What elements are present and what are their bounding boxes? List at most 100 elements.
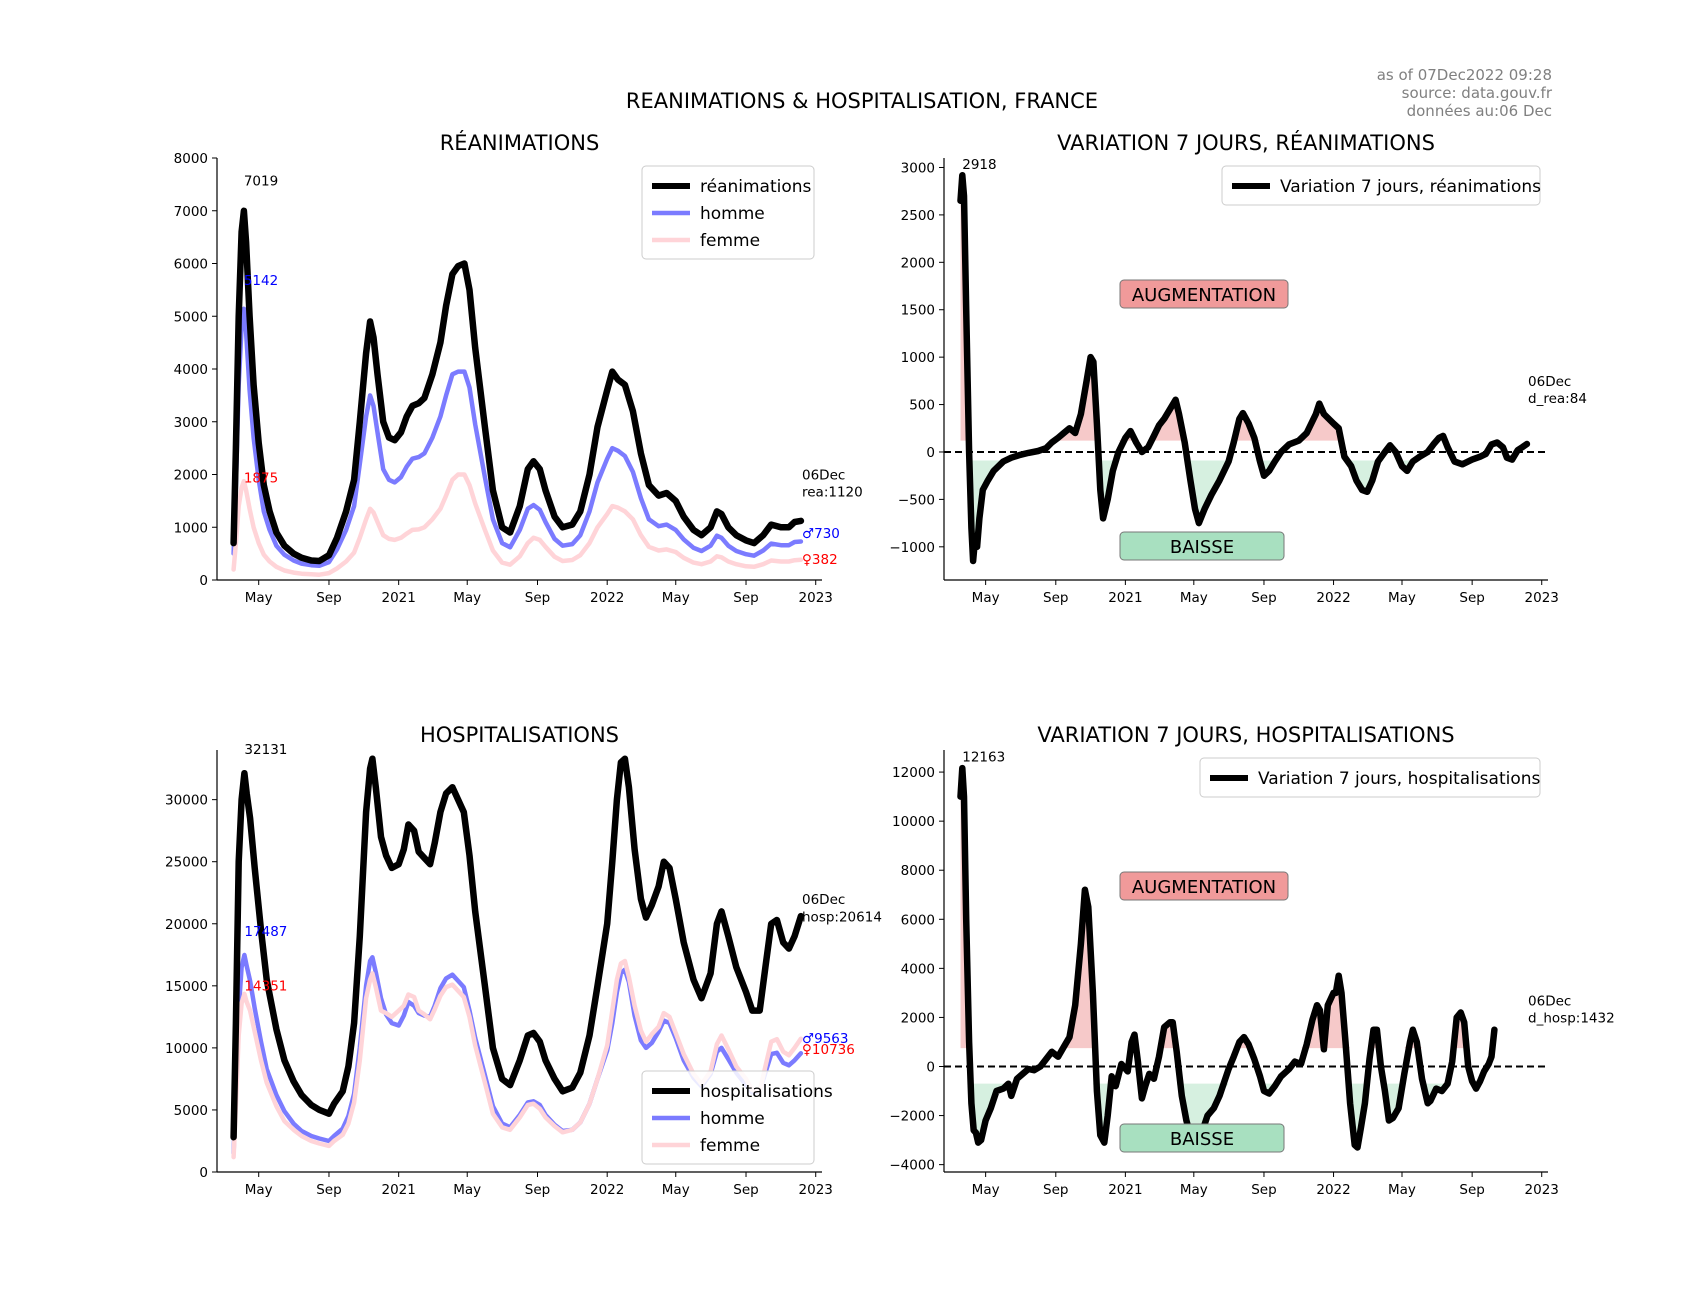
y-tick-label: 500 xyxy=(909,398,935,414)
annotation-label: hosp:20614 xyxy=(802,909,882,925)
legend-label: hospitalisations xyxy=(700,1082,833,1102)
decrease-area xyxy=(960,1083,1495,1148)
x-tick-label: Sep xyxy=(733,1182,758,1198)
legend-label: homme xyxy=(700,204,765,224)
legend-label: Variation 7 jours, réanimations xyxy=(1280,177,1541,197)
x-tick-label: 2021 xyxy=(381,590,415,606)
x-tick-label: May xyxy=(662,590,690,606)
x-tick-label: 2023 xyxy=(1525,1182,1559,1198)
legend-box xyxy=(641,1070,815,1165)
decrease-label-box xyxy=(1119,531,1285,561)
legend-box xyxy=(1221,165,1541,206)
y-tick-label: −4000 xyxy=(889,1158,935,1174)
x-tick-label: Sep xyxy=(733,590,758,606)
x-tick-label: Sep xyxy=(1251,590,1276,606)
y-tick-label: 6000 xyxy=(901,912,935,928)
y-tick-label: 20000 xyxy=(165,917,208,933)
series-line-femme xyxy=(231,472,804,577)
x-tick-label: 2023 xyxy=(799,590,833,606)
annotation-label: 12163 xyxy=(962,750,1005,766)
decrease-label: BAISSE xyxy=(1170,1129,1234,1150)
x-tick-label: May xyxy=(245,590,273,606)
annotation-label: 2918 xyxy=(962,157,996,173)
series-line-variation-7-jours-hospitalisations xyxy=(957,764,1498,1151)
x-tick-label: Sep xyxy=(1043,590,1068,606)
y-tick-label: 2500 xyxy=(901,208,935,224)
annotation-label: ♀382 xyxy=(802,552,838,568)
x-tick-label: 2022 xyxy=(1316,590,1350,606)
annotation-label: rea:1120 xyxy=(802,484,863,500)
annotation-label: 06Dec xyxy=(1528,374,1571,390)
annotation-label: ♂730 xyxy=(802,526,840,542)
legend-label: réanimations xyxy=(700,177,812,197)
y-tick-label: −500 xyxy=(898,492,935,508)
y-tick-label: 1000 xyxy=(901,350,935,366)
series-line-homme xyxy=(231,306,804,569)
legend-box xyxy=(1199,757,1541,798)
annotation-label: ♂9563 xyxy=(802,1031,848,1047)
chart-variation-hospitalisations: VARIATION 7 JOURS, HOSPITALISATIONS −4000… xyxy=(889,723,1614,1198)
x-tick-label: 2021 xyxy=(1108,1182,1142,1198)
x-tick-label: May xyxy=(662,1182,690,1198)
x-tick-label: 2023 xyxy=(799,1182,833,1198)
chart-hospitalisations: HOSPITALISATIONS 0 5000 10000 15000 20000 2500… xyxy=(165,723,882,1198)
annotation-label: 06Dec xyxy=(1528,993,1571,1009)
y-tick-label: 0 xyxy=(199,573,208,589)
increase-label-box xyxy=(1119,279,1289,309)
annotation-label: 1875 xyxy=(244,471,278,487)
x-tick-label: May xyxy=(453,1182,481,1198)
y-tick-label: 4000 xyxy=(901,961,935,977)
y-tick-label: 25000 xyxy=(165,855,208,871)
y-tick-label: 5000 xyxy=(174,1103,208,1119)
y-tick-label: 1000 xyxy=(174,520,208,536)
series-line-hospitalisations xyxy=(230,755,805,1141)
y-tick-label: 2000 xyxy=(174,468,208,484)
series-line-variation-7-jours-r-animations xyxy=(957,172,1531,565)
increase-label-box xyxy=(1119,871,1289,901)
y-tick-label: 10000 xyxy=(892,814,935,830)
x-tick-label: May xyxy=(1388,1182,1416,1198)
x-tick-label: Sep xyxy=(1043,1182,1068,1198)
y-tick-label: 15000 xyxy=(165,979,208,995)
x-tick-label: Sep xyxy=(1459,1182,1484,1198)
y-tick-label: −1000 xyxy=(889,540,935,556)
y-tick-label: 3000 xyxy=(174,415,208,431)
legend-label: femme xyxy=(700,1136,760,1156)
x-tick-label: 2021 xyxy=(1108,590,1142,606)
x-tick-label: May xyxy=(1180,590,1208,606)
y-tick-label: 0 xyxy=(199,1165,208,1181)
x-tick-label: 2023 xyxy=(1525,590,1559,606)
x-tick-label: Sep xyxy=(316,1182,341,1198)
legend-box xyxy=(641,165,815,260)
increase-label: AUGMENTATION xyxy=(1132,877,1276,898)
x-tick-label: 2022 xyxy=(1316,1182,1350,1198)
series-line-r-animations xyxy=(230,207,805,565)
annotation-label: d_hosp:1432 xyxy=(1528,1010,1615,1026)
x-tick-label: 2022 xyxy=(590,1182,624,1198)
x-tick-label: Sep xyxy=(316,590,341,606)
annotation-label: 5142 xyxy=(244,273,278,289)
y-tick-label: 4000 xyxy=(174,362,208,378)
data-date-text: données au:06 Dec xyxy=(1407,102,1552,120)
chart-title: VARIATION 7 JOURS, RÉANIMATIONS xyxy=(1057,130,1435,155)
x-tick-label: Sep xyxy=(525,1182,550,1198)
x-tick-label: Sep xyxy=(1459,590,1484,606)
chart-title: RÉANIMATIONS xyxy=(440,130,600,155)
chart-variation-reanimations: VARIATION 7 JOURS, RÉANIMATIONS −1000 −500… xyxy=(889,130,1587,606)
y-tick-label: 3000 xyxy=(901,160,935,176)
y-tick-label: 6000 xyxy=(174,257,208,273)
chart-title: HOSPITALISATIONS xyxy=(420,723,619,747)
legend-label: homme xyxy=(700,1109,765,1129)
y-tick-label: 2000 xyxy=(901,255,935,271)
as-of-text: as of 07Dec2022 09:28 xyxy=(1377,66,1552,84)
increase-label: AUGMENTATION xyxy=(1132,285,1276,306)
y-tick-label: 2000 xyxy=(901,1010,935,1026)
y-tick-label: 10000 xyxy=(165,1041,208,1057)
source-text: source: data.gouv.fr xyxy=(1402,84,1553,102)
y-tick-label: 8000 xyxy=(174,151,208,167)
decrease-label: BAISSE xyxy=(1170,537,1234,558)
annotation-label: 17487 xyxy=(244,924,287,940)
increase-area xyxy=(960,768,1495,1049)
x-tick-label: Sep xyxy=(525,590,550,606)
